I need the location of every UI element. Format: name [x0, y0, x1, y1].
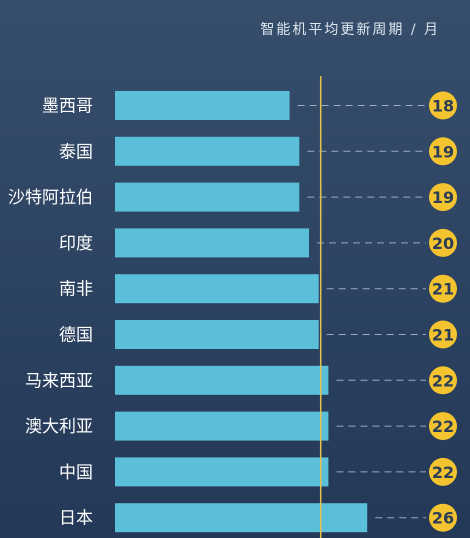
value-label: 22	[432, 371, 454, 390]
bar	[115, 91, 290, 120]
bar	[115, 457, 329, 487]
bar	[115, 274, 319, 304]
value-label: 22	[432, 463, 454, 482]
value-badge	[429, 366, 457, 395]
value-label: 18	[432, 97, 454, 116]
value-badge	[429, 274, 457, 303]
category-label: 德国	[59, 326, 93, 346]
bar	[115, 320, 319, 349]
value-label: 19	[432, 188, 454, 207]
value-badge	[429, 503, 457, 532]
value-badge	[429, 183, 457, 212]
category-label: 泰国	[59, 142, 93, 162]
category-label: 沙特阿拉伯	[8, 188, 93, 208]
value-label: 21	[432, 280, 454, 299]
value-badge	[429, 320, 457, 349]
category-label: 马来西亚	[25, 371, 93, 391]
value-badge	[429, 457, 457, 486]
category-label: 日本	[59, 509, 93, 529]
value-badge	[429, 137, 457, 166]
category-label: 印度	[59, 234, 93, 254]
bar	[115, 503, 368, 533]
value-label: 19	[432, 142, 454, 161]
value-label: 21	[432, 326, 454, 345]
category-label: 墨西哥	[42, 97, 93, 117]
bar	[115, 365, 329, 395]
category-label: 澳大利亚	[25, 417, 93, 437]
bar	[115, 411, 329, 441]
category-label: 中国	[59, 463, 93, 483]
category-label: 南非	[59, 280, 93, 300]
value-badge	[429, 91, 457, 120]
value-badge	[429, 412, 457, 441]
bar	[115, 182, 300, 212]
chart-title: 智能机平均更新周期 / 月	[260, 22, 440, 38]
bar	[115, 136, 300, 166]
value-label: 22	[432, 417, 454, 436]
value-badge	[429, 228, 457, 257]
bar	[115, 228, 309, 258]
value-label: 20	[432, 234, 454, 253]
value-label: 26	[432, 509, 454, 528]
